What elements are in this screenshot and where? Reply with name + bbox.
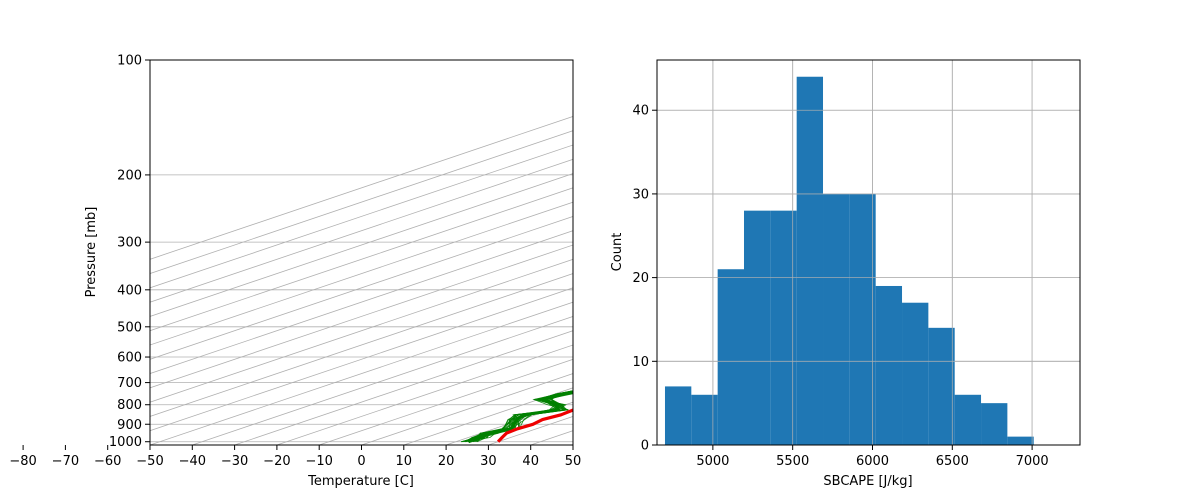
histogram-bar [796, 76, 824, 445]
skewt-x-axis-label: Temperature [C] [307, 474, 414, 489]
y-tick-label: 30 [632, 187, 649, 202]
dewpoint-ensemble-line [471, 390, 573, 442]
skewt-y-axis-label: Pressure [mb] [84, 207, 99, 298]
x-tick-label: −30 [221, 454, 248, 469]
y-tick-label: 40 [632, 104, 649, 119]
x-tick-label: 40 [522, 454, 539, 469]
isotherm-gridline [150, 201, 573, 346]
x-tick-label: −10 [305, 454, 332, 469]
isotherm-gridline [234, 330, 573, 445]
x-tick-label: 30 [480, 454, 497, 469]
isotherm-gridline [150, 187, 573, 332]
isotherm-gridline [150, 173, 573, 317]
skewt-plot-area [150, 116, 573, 445]
y-tick-label: 900 [117, 418, 142, 433]
y-tick-label: 600 [117, 351, 142, 366]
isotherm-gridline [150, 144, 573, 289]
y-tick-label: 800 [117, 398, 142, 413]
histogram-y-axis-label: Count [610, 233, 625, 272]
x-tick-label: −20 [263, 454, 290, 469]
isotherm-gridline [150, 258, 573, 403]
histogram-bar [743, 210, 771, 445]
y-tick-label: 10 [632, 355, 649, 370]
skewt-grid [150, 59, 573, 443]
skewt-y-ticks: 1000 900 800 700 600 500 400 300 200 100 [109, 54, 150, 450]
x-tick-label: 5000 [696, 454, 729, 469]
histogram-bar [954, 394, 982, 445]
x-tick-label: −80 [9, 454, 36, 469]
isotherm-gridline [150, 244, 573, 389]
histogram-bars [664, 76, 1034, 445]
isotherm-gridline [150, 130, 573, 274]
isotherm-gridline [150, 116, 573, 260]
skewt-x-ticks: −80 −70 −60 −50 −40 −30 −20 −10 0 10 20 30 40 50 [9, 445, 581, 469]
histogram-axes-frame [656, 59, 1081, 446]
histogram-chart: 5000 5500 6000 6500 7000 0 10 20 30 40 SBCAPE [J… [610, 59, 1081, 489]
histogram-y-ticks: 0 10 20 30 40 [632, 104, 657, 454]
y-tick-label: 0 [641, 439, 649, 454]
y-tick-label: 300 [117, 236, 142, 251]
histogram-grid-overlay [657, 60, 1080, 446]
isotherm-gridline [150, 301, 573, 445]
y-tick-label: 400 [117, 283, 142, 298]
isotherm-gridline [150, 158, 573, 303]
histogram-bar [1007, 436, 1034, 445]
histogram-bar [849, 193, 876, 445]
histogram-bar [664, 386, 692, 445]
y-tick-label: 1000 [109, 435, 142, 450]
x-tick-label: 6500 [936, 454, 969, 469]
x-tick-label: 50 [565, 454, 582, 469]
x-tick-label: −40 [179, 454, 206, 469]
x-tick-label: 6000 [856, 454, 889, 469]
y-tick-label: 500 [117, 320, 142, 335]
histogram-bar [717, 269, 744, 445]
dewpoint-line [468, 390, 573, 444]
x-tick-label: −70 [52, 454, 79, 469]
y-tick-label: 700 [117, 376, 142, 391]
x-tick-label: 0 [357, 454, 365, 469]
isotherm-gridline [192, 316, 573, 445]
x-tick-label: −50 [136, 454, 163, 469]
y-tick-label: 200 [117, 168, 142, 183]
isotherm-gridline [276, 344, 573, 445]
histogram-bar [823, 193, 850, 445]
isotherm-gridline [150, 216, 573, 360]
y-tick-label: 100 [117, 54, 142, 69]
histogram-bar [691, 394, 718, 445]
x-tick-label: −60 [94, 454, 121, 469]
histogram-bar [981, 403, 1008, 445]
isotherm-gridline [319, 358, 573, 445]
isotherm-gridline [150, 287, 573, 432]
isotherm-gridline [150, 273, 573, 417]
y-tick-label: 20 [632, 271, 649, 286]
histogram-x-axis-label: SBCAPE [J/kg] [823, 474, 912, 489]
histogram-x-ticks: 5000 5500 6000 6500 7000 [696, 445, 1049, 469]
histogram-bar [875, 285, 903, 445]
x-tick-label: 20 [438, 454, 455, 469]
x-tick-label: 7000 [1016, 454, 1049, 469]
isotherm-gridline [361, 373, 573, 445]
x-tick-label: 5500 [776, 454, 809, 469]
histogram-bar [902, 302, 929, 445]
skewt-chart: −80 −70 −60 −50 −40 −30 −20 −10 0 10 20 30 40 50 1000… [9, 54, 581, 490]
isotherm-gridline [150, 230, 573, 374]
x-tick-label: 10 [396, 454, 413, 469]
histogram-bar [928, 327, 955, 445]
